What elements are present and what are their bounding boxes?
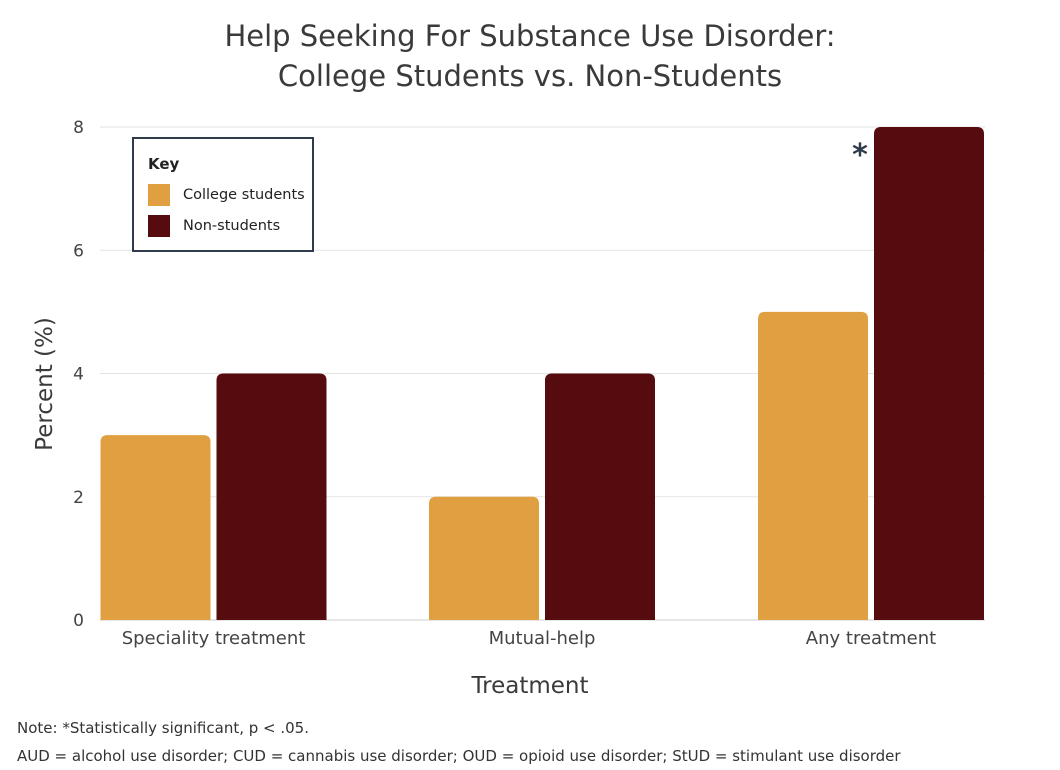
bar-non-students-speciality-treatment <box>216 373 327 620</box>
bar-non-students-any-treatment <box>874 127 984 620</box>
annotations: * <box>852 138 868 173</box>
y-tick-label-2: 2 <box>73 488 84 508</box>
legend-title: Key <box>148 155 180 173</box>
legend-label-college-students: College students <box>183 187 305 203</box>
footnote-abbreviations: AUD = alcohol use disorder; CUD = cannab… <box>17 747 901 765</box>
legend-item-college-students: College students <box>148 184 312 206</box>
footnote-significance: Note: *Statistically significant, p < .0… <box>17 719 309 737</box>
bar-college-students-any-treatment <box>758 311 868 620</box>
chart-title-line-2: College Students vs. Non-Students <box>277 59 783 93</box>
y-tick-label-4: 4 <box>73 365 84 385</box>
y-axis-title: Percent (%) <box>32 317 58 451</box>
legend-label-non-students: Non-students <box>183 218 281 234</box>
chart-title-line-1: Help Seeking For Substance Use Disorder: <box>224 19 836 53</box>
y-tick-label-8: 8 <box>73 118 84 138</box>
legend-swatch-college-students <box>148 184 170 206</box>
legend: Key College students Non-students <box>132 137 314 252</box>
x-axis-title: Treatment <box>470 673 588 699</box>
bar-non-students-mutual-help <box>545 373 655 620</box>
bar-college-students-mutual-help <box>429 496 539 620</box>
y-tick-label-6: 6 <box>73 241 84 261</box>
legend-swatch-non-students <box>148 215 170 237</box>
x-axis-ticks: Speciality treatment Mutual-help Any treat… <box>122 628 937 649</box>
x-tick-label-mutual-help: Mutual-help <box>489 628 596 649</box>
bar-college-students-speciality-treatment <box>100 435 211 620</box>
bars <box>100 127 984 620</box>
y-tick-label-0: 0 <box>73 611 84 631</box>
x-tick-label-any-treatment: Any treatment <box>806 628 936 649</box>
footnote: Note: *Statistically significant, p < .0… <box>17 714 901 770</box>
y-axis-ticks: 0 2 4 6 8 <box>73 118 84 631</box>
x-tick-label-speciality-treatment: Speciality treatment <box>122 628 306 649</box>
chart-title: Help Seeking For Substance Use Disorder:… <box>0 16 1060 96</box>
legend-item-non-students: Non-students <box>148 215 312 237</box>
significance-marker: * <box>852 138 868 173</box>
